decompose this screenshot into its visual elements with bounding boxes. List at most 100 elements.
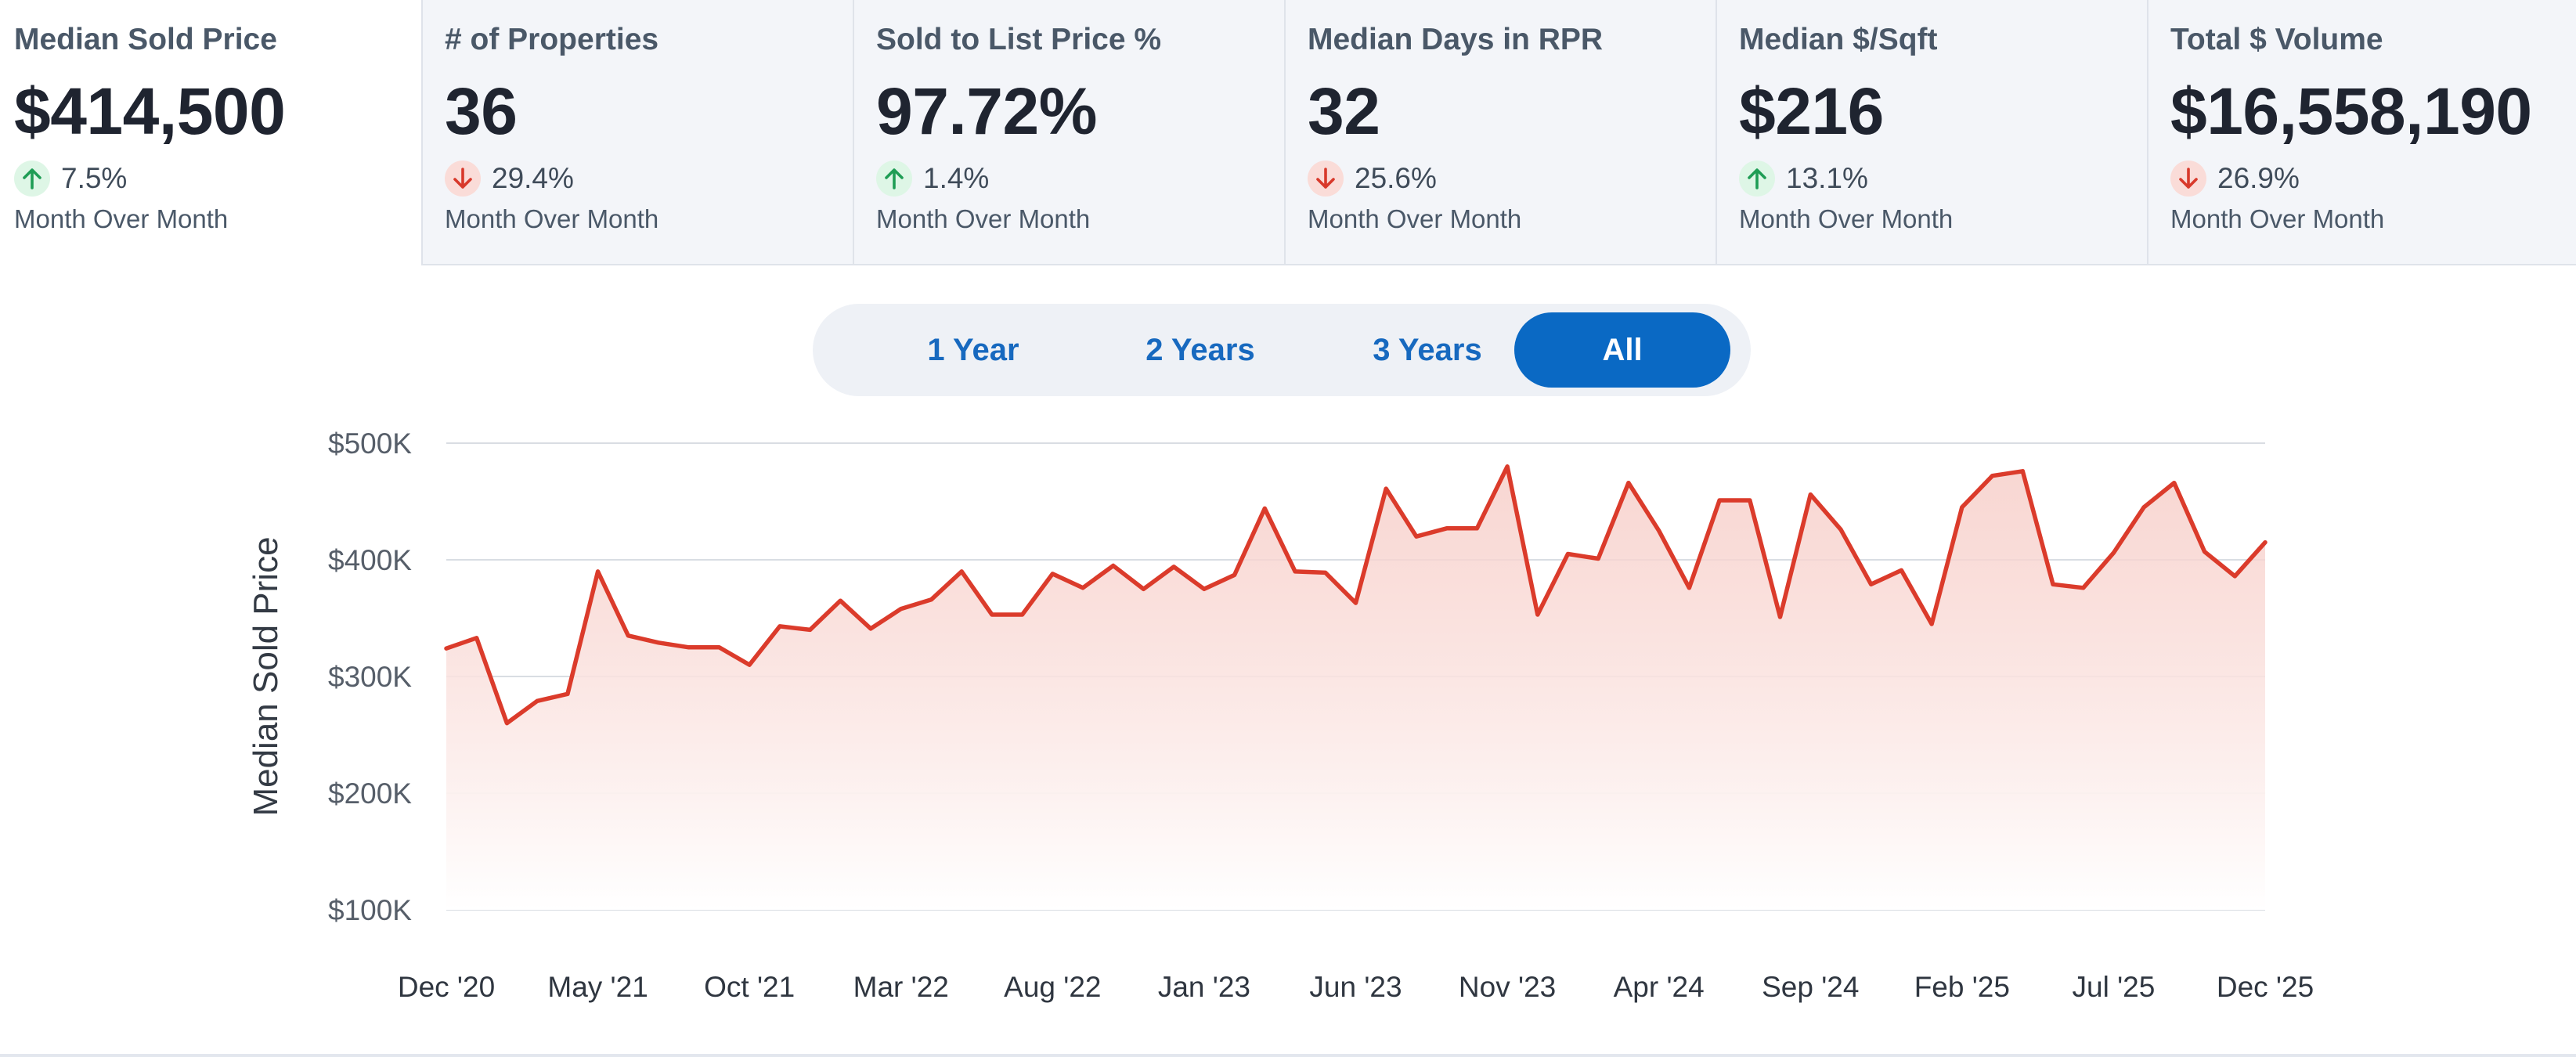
kpi-change: 26.9% <box>2170 160 2576 197</box>
kpi-card-number-of-properties[interactable]: # of Properties 36 29.4% Month Over Mont… <box>421 0 853 265</box>
data-point[interactable] <box>1230 570 1239 579</box>
data-point[interactable] <box>1200 584 1209 593</box>
data-point[interactable] <box>1109 561 1118 570</box>
y-tick-label: $400K <box>328 544 412 576</box>
data-point[interactable] <box>1048 569 1057 579</box>
data-point[interactable] <box>897 604 906 614</box>
data-point[interactable] <box>1290 567 1300 576</box>
kpi-caption: Month Over Month <box>876 204 1091 233</box>
data-point[interactable] <box>1654 526 1664 536</box>
kpi-title: Median Days in RPR <box>1308 23 1604 56</box>
data-point[interactable] <box>1776 612 1785 622</box>
data-point[interactable] <box>1896 565 1906 575</box>
kpi-change-percent: 1.4% <box>923 162 990 194</box>
data-point[interactable] <box>1018 610 1027 619</box>
x-tick-label: Feb '25 <box>1914 971 2010 1003</box>
data-point[interactable] <box>2109 548 2118 557</box>
data-point[interactable] <box>1442 524 1452 533</box>
data-point[interactable] <box>1745 496 1755 505</box>
data-point[interactable] <box>2048 579 2058 589</box>
data-point[interactable] <box>684 643 694 652</box>
data-point[interactable] <box>532 696 542 705</box>
data-point[interactable] <box>1138 584 1148 593</box>
data-point[interactable] <box>1503 462 1512 471</box>
data-point[interactable] <box>2079 583 2088 593</box>
data-point[interactable] <box>1169 562 1178 572</box>
kpi-change-percent: 29.4% <box>492 162 574 194</box>
y-tick-label: $100K <box>328 894 412 926</box>
data-point[interactable] <box>1472 524 1481 533</box>
kpi-change-percent: 7.5% <box>61 162 128 194</box>
x-tick-label: Mar '22 <box>853 971 949 1003</box>
range-2-years-button[interactable]: 2 Years <box>1087 312 1314 388</box>
data-point[interactable] <box>987 610 997 619</box>
data-point[interactable] <box>563 689 572 698</box>
x-tick-label: Dec '25 <box>2217 971 2314 1003</box>
range-1-year-button[interactable]: 1 Year <box>860 312 1087 388</box>
data-point[interactable] <box>623 631 633 640</box>
data-point[interactable] <box>1957 503 1967 512</box>
data-point[interactable] <box>1412 532 1421 541</box>
arrow-down-icon <box>1308 161 1344 197</box>
data-point[interactable] <box>2170 478 2179 488</box>
kpi-title: Median Sold Price <box>14 23 277 56</box>
data-point[interactable] <box>1381 484 1391 493</box>
x-tick-label: Nov '23 <box>1459 971 1556 1003</box>
x-tick-label: Aug '22 <box>1004 971 1101 1003</box>
data-point[interactable] <box>1988 471 1997 481</box>
kpi-caption: Month Over Month <box>445 204 659 233</box>
data-point[interactable] <box>472 633 482 643</box>
data-point[interactable] <box>926 595 936 604</box>
kpi-title: Total $ Volume <box>2170 23 2383 56</box>
data-point[interactable] <box>714 643 723 652</box>
data-point[interactable] <box>1836 525 1845 534</box>
data-point[interactable] <box>1260 503 1269 513</box>
data-point[interactable] <box>1564 550 1573 559</box>
range-3-years-button[interactable]: 3 Years <box>1314 312 1541 388</box>
kpi-value: 97.72% <box>876 74 1097 148</box>
data-point[interactable] <box>1078 583 1088 593</box>
data-point[interactable] <box>2230 572 2239 581</box>
range-all-button[interactable]: All <box>1514 312 1730 388</box>
kpi-change: 25.6% <box>1308 160 1716 197</box>
data-point[interactable] <box>806 625 815 634</box>
data-point[interactable] <box>2260 538 2270 547</box>
kpi-value: $216 <box>1739 74 1884 148</box>
x-axis-ticks: Dec '20 May '21 Oct '21 Mar '22 Aug '22 Jan '… <box>398 971 2314 1003</box>
data-point[interactable] <box>502 719 511 728</box>
kpi-card-median-price-per-sqft[interactable]: Median $/Sqft $216 13.1% Month Over Mont… <box>1716 0 2147 265</box>
data-point[interactable] <box>1351 598 1361 608</box>
data-point[interactable] <box>442 644 451 653</box>
y-axis-label: Median Sold Price <box>247 536 285 816</box>
data-point[interactable] <box>1867 579 1876 589</box>
data-point[interactable] <box>775 622 785 631</box>
data-point[interactable] <box>1806 490 1815 500</box>
data-point[interactable] <box>593 567 603 576</box>
data-point[interactable] <box>2139 503 2148 512</box>
kpi-card-sold-to-list-price[interactable]: Sold to List Price % 97.72% 1.4% Month O… <box>853 0 1284 265</box>
x-tick-label: Oct '21 <box>704 971 795 1003</box>
data-point[interactable] <box>957 567 966 576</box>
y-tick-label: $500K <box>328 427 412 460</box>
arrow-up-icon <box>14 161 50 197</box>
data-point[interactable] <box>1684 583 1694 593</box>
data-point[interactable] <box>1321 568 1330 577</box>
y-tick-label: $200K <box>328 777 412 810</box>
data-point[interactable] <box>654 638 663 648</box>
data-point[interactable] <box>1593 554 1603 564</box>
data-point[interactable] <box>2018 467 2027 476</box>
data-point[interactable] <box>1533 610 1542 619</box>
data-point[interactable] <box>1715 496 1724 505</box>
data-point[interactable] <box>1624 478 1633 488</box>
kpi-caption: Month Over Month <box>1308 204 1522 233</box>
data-point[interactable] <box>745 660 754 669</box>
data-point[interactable] <box>866 624 875 633</box>
kpi-card-median-sold-price[interactable]: Median Sold Price $414,500 7.5% Month Ov… <box>0 0 421 265</box>
data-point[interactable] <box>2200 547 2210 557</box>
data-point[interactable] <box>1927 619 1936 629</box>
kpi-value: $16,558,190 <box>2170 74 2532 148</box>
data-point[interactable] <box>835 596 845 605</box>
x-tick-label: May '21 <box>547 971 648 1003</box>
kpi-card-median-days-in-rpr[interactable]: Median Days in RPR 32 25.6% Month Over M… <box>1284 0 1716 265</box>
kpi-card-total-dollar-volume[interactable]: Total $ Volume $16,558,190 26.9% Month O… <box>2147 0 2576 265</box>
